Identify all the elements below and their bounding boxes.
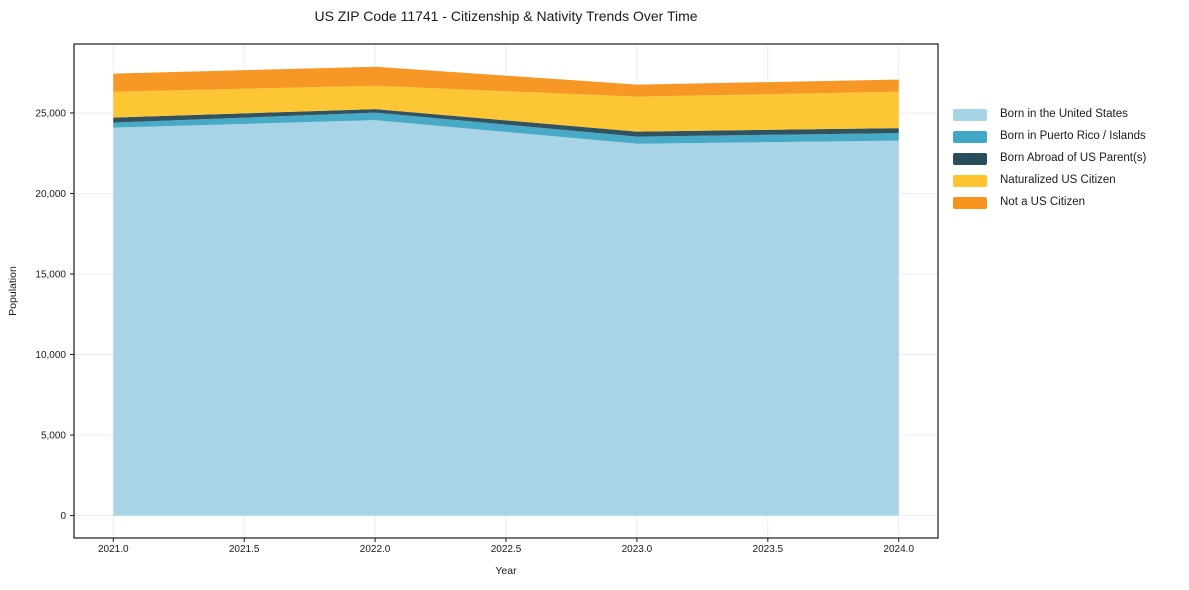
legend-item: Born Abroad of US Parent(s) [953, 153, 1146, 165]
y-tick-label: 15,000 [35, 270, 66, 281]
legend: Born in the United States Born in Puerto… [953, 109, 1146, 209]
legend-label-not-citizen: Not a US Citizen [1000, 196, 1086, 209]
legend-swatch-not-citizen [953, 197, 987, 209]
legend-label-naturalized: Naturalized US Citizen [1000, 174, 1116, 187]
x-tick-label: 2022.0 [360, 544, 391, 555]
area-series-0 [113, 120, 899, 516]
chart-title: US ZIP Code 11741 - Citizenship & Nativi… [314, 8, 698, 24]
y-tick-label: 25,000 [35, 108, 66, 119]
y-tick-label: 20,000 [35, 189, 66, 200]
x-tick-label: 2021.0 [98, 544, 129, 555]
legend-label-puerto-rico: Born in Puerto Rico / Islands [1000, 130, 1146, 143]
legend-item: Born in the United States [953, 109, 1146, 121]
area-series-3 [113, 85, 899, 132]
x-tick-label: 2023.5 [753, 544, 784, 555]
x-tick-label: 2023.0 [622, 544, 653, 555]
x-axis-label: Year [495, 565, 517, 577]
area-series-1 [113, 112, 899, 144]
y-tick-label: 0 [60, 511, 66, 522]
legend-swatch-puerto-rico [953, 131, 987, 143]
y-tick-label: 5,000 [41, 431, 66, 442]
x-tick-label: 2021.5 [229, 544, 260, 555]
x-tick-label: 2024.0 [883, 544, 914, 555]
legend-item: Not a US Citizen [953, 197, 1146, 209]
legend-label-born-abroad: Born Abroad of US Parent(s) [1000, 152, 1147, 165]
legend-item: Naturalized US Citizen [953, 175, 1146, 187]
legend-swatch-born-abroad [953, 153, 987, 165]
legend-swatch-born-us [953, 109, 987, 121]
x-tick-label: 2022.5 [491, 544, 522, 555]
y-tick-label: 10,000 [35, 350, 66, 361]
area-series-2 [113, 109, 899, 137]
y-axis-label: Population [7, 266, 19, 316]
area-series-4 [113, 66, 899, 97]
legend-label-born-us: Born in the United States [1000, 108, 1128, 121]
legend-swatch-naturalized [953, 175, 987, 187]
legend-item: Born in Puerto Rico / Islands [953, 131, 1146, 143]
